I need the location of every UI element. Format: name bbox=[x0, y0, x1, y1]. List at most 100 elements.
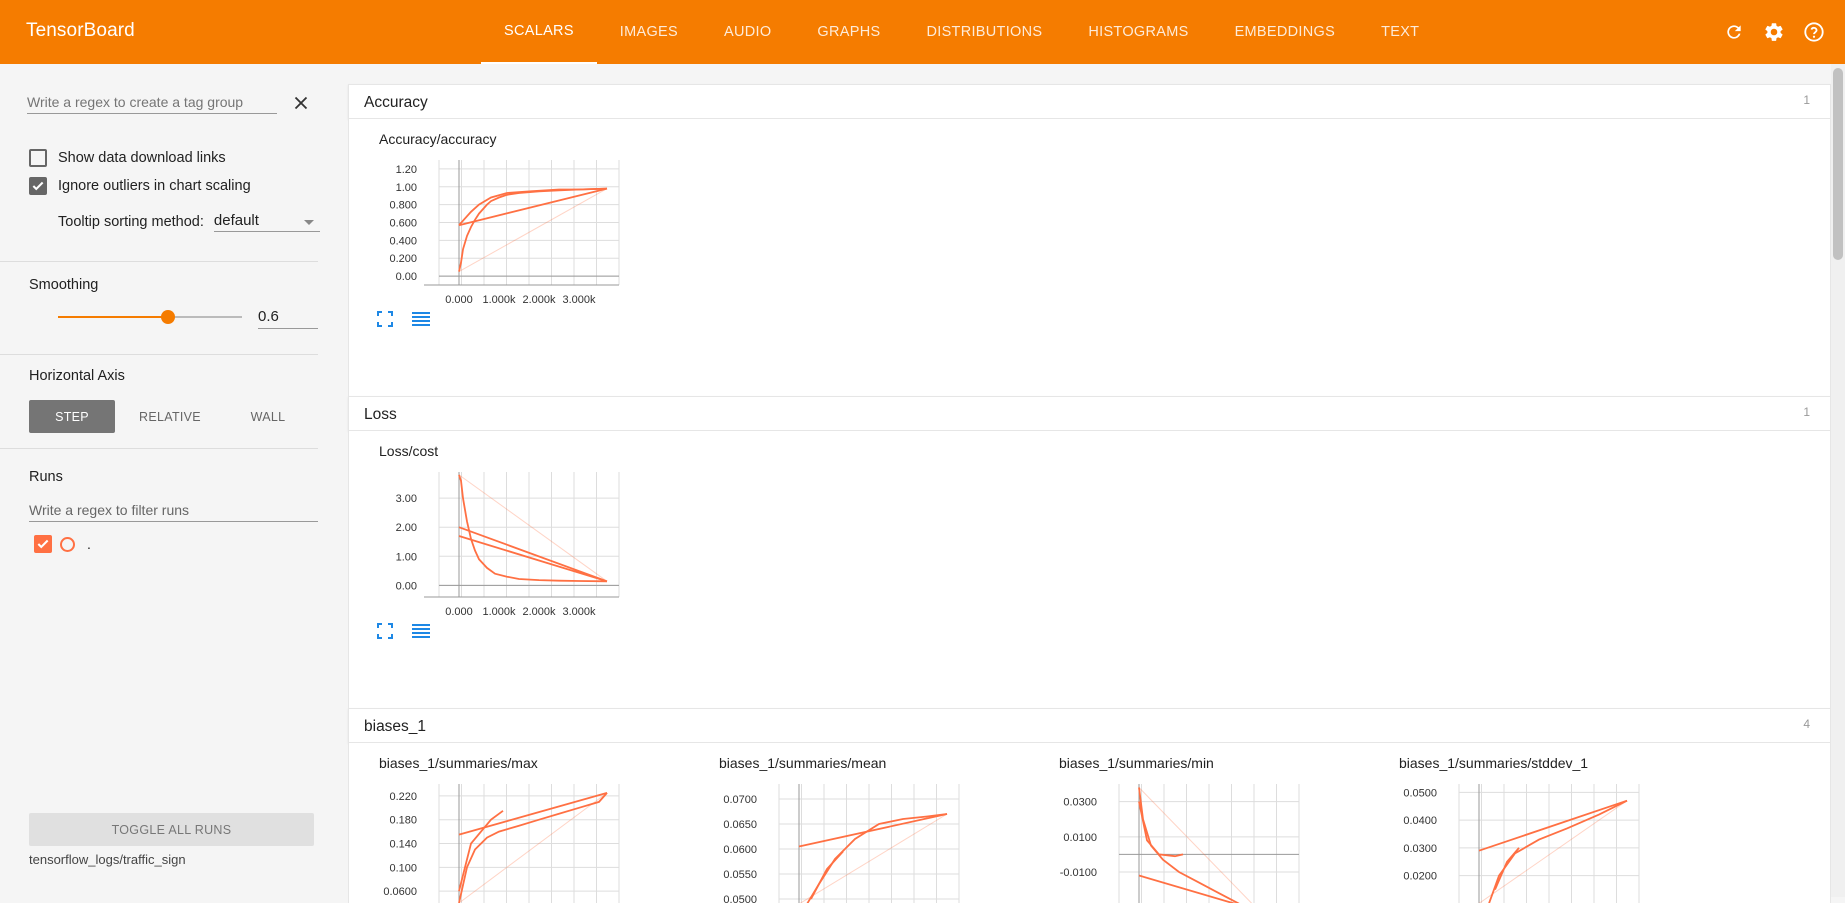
series-line bbox=[1479, 801, 1627, 903]
series-line bbox=[1139, 788, 1259, 903]
y-tick-label: 0.0500 bbox=[1403, 787, 1437, 799]
logdir-label: tensorflow_logs/traffic_sign bbox=[29, 852, 186, 867]
y-tick-label: 0.140 bbox=[389, 839, 417, 851]
run-item[interactable]: . bbox=[34, 535, 91, 553]
series-line bbox=[1479, 801, 1627, 851]
tab-histograms[interactable]: HISTOGRAMS bbox=[1065, 0, 1211, 64]
tooltip-sorting-row: Tooltip sorting method: default bbox=[58, 212, 320, 232]
chart-title: Loss/cost bbox=[379, 443, 438, 459]
app-title: TensorBoard bbox=[26, 20, 135, 42]
fullscreen-icon[interactable] bbox=[377, 623, 393, 644]
refresh-icon[interactable] bbox=[1721, 19, 1747, 45]
tab-images[interactable]: IMAGES bbox=[597, 0, 701, 64]
y-tick-label: 0.0700 bbox=[723, 794, 757, 806]
chart-title: biases_1/summaries/max bbox=[379, 755, 538, 771]
axis-wall-button[interactable]: WALL bbox=[225, 400, 311, 433]
series-line bbox=[459, 189, 607, 272]
y-tick-label: 0.0300 bbox=[1403, 843, 1437, 855]
smoothing-value-input[interactable]: 0.6 bbox=[258, 308, 318, 329]
y-tick-label: 0.0550 bbox=[723, 869, 757, 881]
data-table-icon[interactable] bbox=[411, 623, 431, 644]
slider-fill bbox=[58, 316, 168, 318]
dashboard-tabs: SCALARS IMAGES AUDIO GRAPHS DISTRIBUTION… bbox=[481, 0, 1442, 64]
tab-embeddings[interactable]: EMBEDDINGS bbox=[1212, 0, 1359, 64]
series-line bbox=[1139, 876, 1259, 903]
axis-step-button[interactable]: STEP bbox=[29, 400, 115, 433]
close-icon[interactable] bbox=[290, 92, 312, 114]
tooltip-sorting-label: Tooltip sorting method: bbox=[58, 214, 204, 230]
group-title: biases_1 bbox=[364, 718, 426, 736]
y-tick-label: 0.800 bbox=[389, 200, 417, 212]
run-filter-input[interactable]: Write a regex to filter runs bbox=[29, 502, 318, 522]
y-tick-label: 0.0650 bbox=[723, 819, 757, 831]
y-tick-label: 0.0200 bbox=[1403, 871, 1437, 883]
divider bbox=[0, 261, 318, 262]
group-header-biases[interactable]: biases_1 4 bbox=[348, 708, 1831, 743]
y-tick-label: 0.180 bbox=[389, 815, 417, 827]
y-tick-label: 0.0100 bbox=[1063, 832, 1097, 844]
horizontal-axis-selector: STEP RELATIVE WALL bbox=[29, 400, 323, 433]
series-line bbox=[459, 475, 607, 581]
y-tick-label: 0.0600 bbox=[383, 886, 417, 898]
series-line bbox=[811, 852, 843, 900]
series-line bbox=[459, 811, 503, 891]
run-color-radio[interactable] bbox=[60, 537, 75, 552]
series-line bbox=[1487, 801, 1627, 903]
x-tick-label: 1.000k bbox=[482, 294, 516, 305]
scroll-thumb[interactable] bbox=[1833, 68, 1843, 260]
chart-biases-stddev[interactable]: 0.0500 0.0400 0.0300 0.0200 bbox=[1369, 779, 1689, 903]
toggle-all-runs-button[interactable]: TOGGLE ALL RUNS bbox=[29, 813, 314, 846]
x-tick-label: 3.000k bbox=[562, 606, 596, 617]
y-tick-label: 0.400 bbox=[389, 235, 417, 247]
divider bbox=[0, 354, 318, 355]
tab-audio[interactable]: AUDIO bbox=[701, 0, 794, 64]
tab-distributions[interactable]: DISTRIBUTIONS bbox=[903, 0, 1065, 64]
series-line bbox=[799, 814, 947, 847]
y-tick-label: 1.20 bbox=[396, 164, 417, 176]
x-tick-label: 0.000 bbox=[445, 606, 473, 617]
series-line bbox=[459, 793, 607, 903]
settings-icon[interactable] bbox=[1761, 19, 1787, 45]
data-table-icon[interactable] bbox=[411, 311, 431, 332]
y-tick-label: 0.0400 bbox=[1403, 815, 1437, 827]
x-tick-label: 1.000k bbox=[482, 606, 516, 617]
smoothing-slider[interactable] bbox=[58, 316, 242, 318]
tooltip-sorting-select[interactable]: default bbox=[214, 212, 320, 232]
group-header-loss[interactable]: Loss 1 bbox=[348, 396, 1831, 431]
y-tick-label: -0.0100 bbox=[1060, 867, 1097, 879]
tab-scalars[interactable]: SCALARS bbox=[481, 0, 597, 64]
y-tick-label: 1.00 bbox=[396, 551, 417, 563]
x-tick-label: 0.000 bbox=[445, 294, 473, 305]
ignore-outliers-checkbox[interactable]: Ignore outliers in chart scaling bbox=[29, 177, 251, 195]
fullscreen-icon[interactable] bbox=[377, 311, 393, 332]
horizontal-axis-label: Horizontal Axis bbox=[29, 368, 125, 384]
check-icon bbox=[36, 537, 50, 551]
group-title: Loss bbox=[364, 406, 397, 424]
group-count: 1 bbox=[1803, 405, 1810, 419]
y-tick-label: 0.0600 bbox=[723, 844, 757, 856]
scrollbar[interactable] bbox=[1831, 64, 1845, 897]
y-tick-label: 0.220 bbox=[389, 791, 417, 803]
tab-text[interactable]: TEXT bbox=[1358, 0, 1442, 64]
checkbox-box[interactable] bbox=[29, 177, 47, 195]
y-tick-label: 0.0300 bbox=[1063, 797, 1097, 809]
check-icon bbox=[31, 179, 45, 193]
run-name: . bbox=[87, 536, 91, 552]
checkbox-box[interactable] bbox=[29, 149, 47, 167]
run-checkbox[interactable] bbox=[34, 535, 52, 553]
chart-card: biases_1/summaries/max 0.220 0.180 0.140 0.… bbox=[349, 743, 669, 903]
axis-relative-button[interactable]: RELATIVE bbox=[127, 400, 213, 433]
group-header-accuracy[interactable]: Accuracy 1 bbox=[348, 84, 1831, 119]
tag-regex-input[interactable] bbox=[27, 92, 277, 114]
tab-graphs[interactable]: GRAPHS bbox=[794, 0, 903, 64]
help-icon[interactable] bbox=[1801, 19, 1827, 45]
x-tick-label: 2.000k bbox=[522, 606, 556, 617]
show-download-links-checkbox[interactable]: Show data download links bbox=[29, 149, 226, 167]
